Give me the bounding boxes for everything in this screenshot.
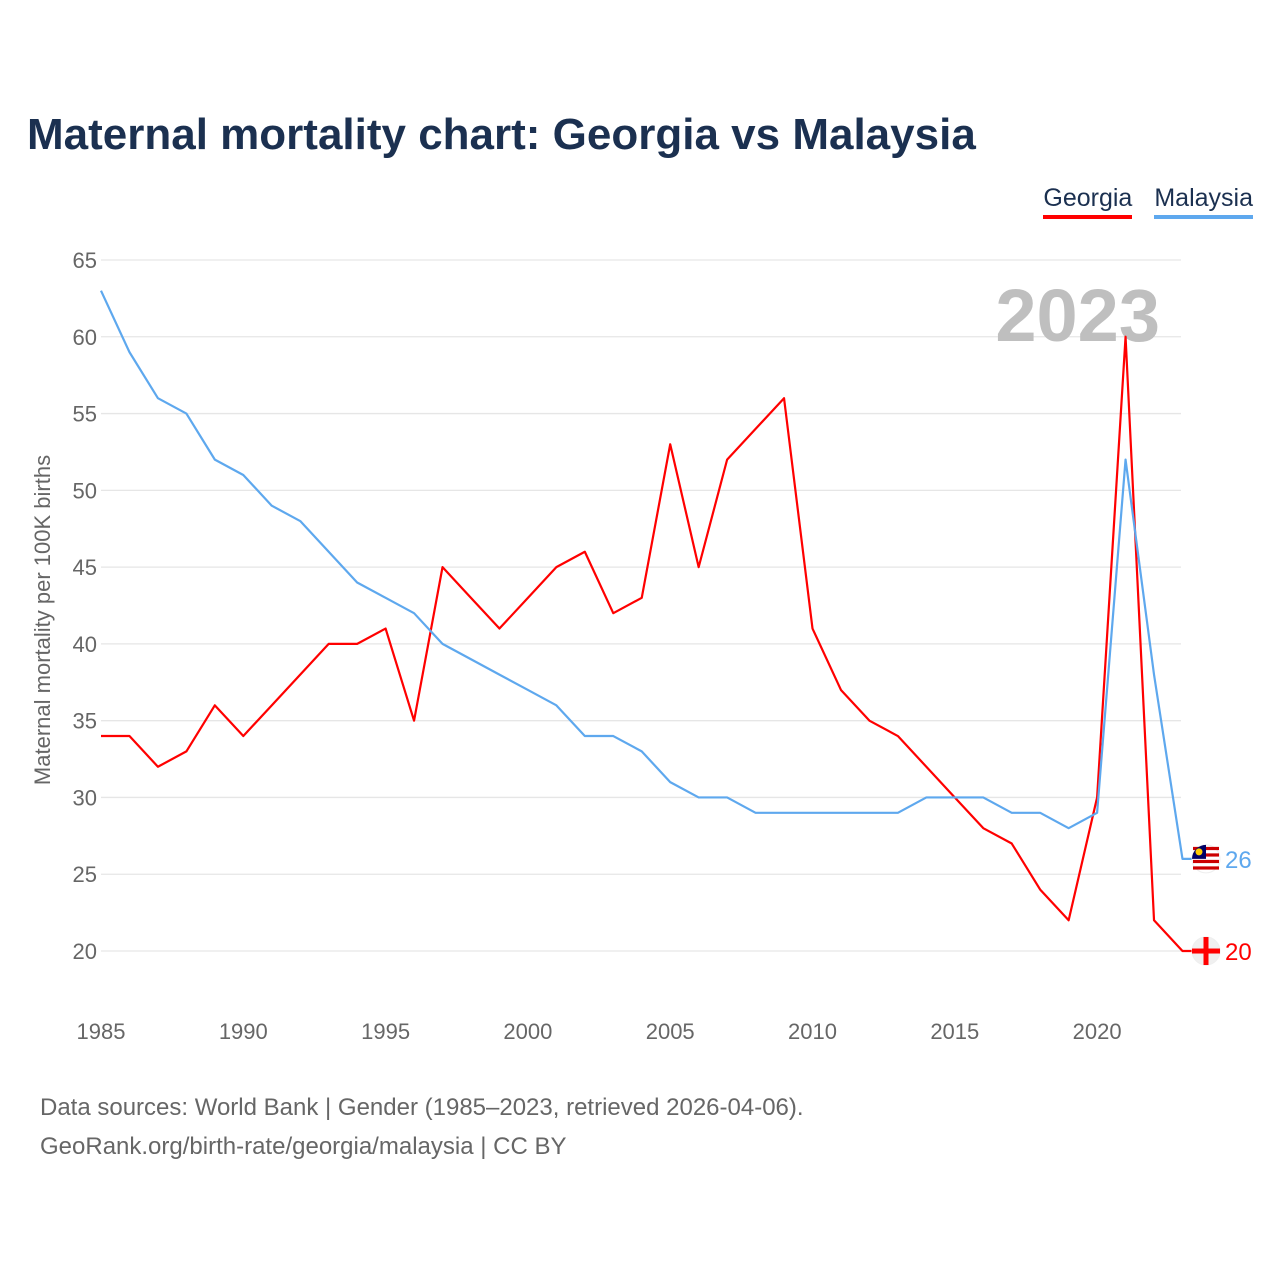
x-tick-label: 1985 (77, 1019, 126, 1044)
footer: Data sources: World Bank | Gender (1985–… (40, 1088, 804, 1166)
x-tick-label: 2010 (788, 1019, 837, 1044)
y-tick-label: 35 (73, 709, 97, 734)
y-tick-label: 20 (73, 939, 97, 964)
end-label-georgia: 20 (1225, 939, 1252, 966)
chart-title: Maternal mortality chart: Georgia vs Mal… (27, 110, 976, 159)
y-tick-label: 55 (73, 402, 97, 427)
y-axis-label: Maternal mortality per 100K births (30, 455, 55, 785)
x-tick-label: 2020 (1073, 1019, 1122, 1044)
end-label-malaysia: 26 (1225, 847, 1252, 874)
y-tick-label: 50 (73, 478, 97, 503)
y-tick-label: 45 (73, 555, 97, 580)
flag-stripe (1193, 859, 1219, 864)
y-tick-label: 65 (73, 248, 97, 273)
source-link[interactable]: GeoRank.org/birth-rate/georgia/malaysia … (40, 1133, 567, 1160)
flag-stripe (1193, 866, 1219, 870)
flag-cross (1203, 937, 1209, 966)
x-tick-label: 1990 (219, 1019, 268, 1044)
series-line-malaysia (100, 290, 1195, 860)
flag-crescent (1195, 848, 1203, 856)
legend: Georgia Malaysia (1043, 184, 1253, 219)
y-tick-label: 40 (73, 632, 97, 657)
x-tick-label: 1995 (361, 1019, 410, 1044)
legend-malaysia[interactable]: Malaysia (1154, 184, 1253, 219)
y-tick-label: 25 (73, 862, 97, 887)
y-tick-label: 30 (73, 785, 97, 810)
year-watermark: 2023 (995, 274, 1160, 357)
series-line-georgia (101, 335, 1195, 953)
y-tick-label: 60 (73, 325, 97, 350)
data-source: Data sources: World Bank | Gender (1985–… (40, 1094, 804, 1121)
legend-georgia[interactable]: Georgia (1043, 184, 1133, 219)
x-tick-label: 2000 (503, 1019, 552, 1044)
x-tick-label: 2005 (646, 1019, 695, 1044)
x-tick-label: 2015 (930, 1019, 979, 1044)
